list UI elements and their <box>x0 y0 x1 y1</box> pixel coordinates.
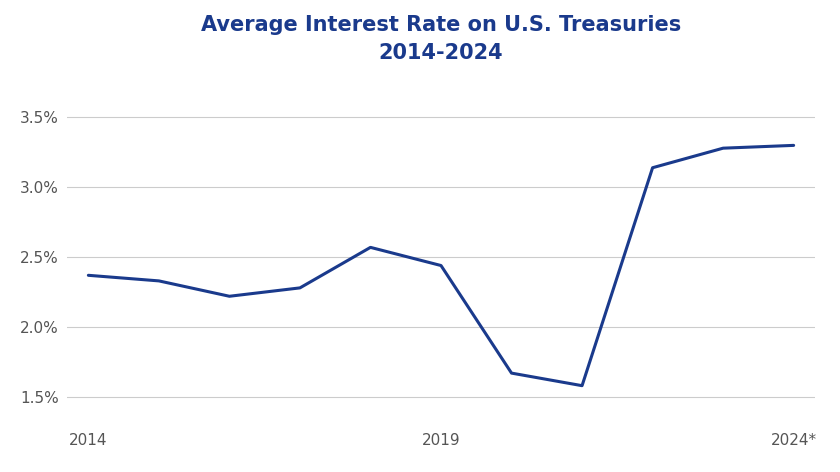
Title: Average Interest Rate on U.S. Treasuries
2014-2024: Average Interest Rate on U.S. Treasuries… <box>201 15 681 63</box>
